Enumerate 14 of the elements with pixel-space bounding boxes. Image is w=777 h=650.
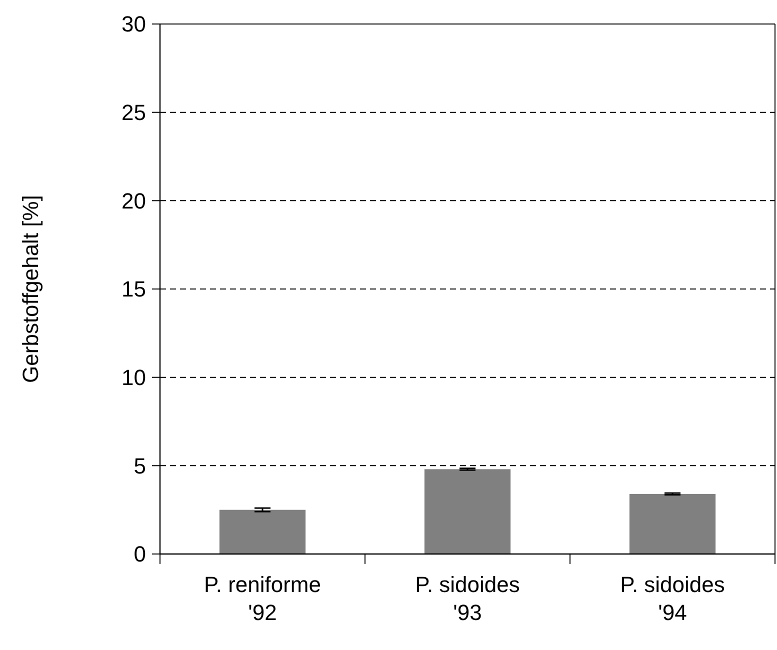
x-tick-label: P. sidoides '93 xyxy=(415,572,520,625)
y-tick-label: 20 xyxy=(122,188,146,214)
y-tick-label: 10 xyxy=(122,365,146,390)
bar xyxy=(629,494,716,554)
x-tick-label: P. reniforme '92 xyxy=(204,572,321,625)
y-tick-label: 0 xyxy=(134,542,146,567)
y-axis-title: Gerbstoffgehalt [%] xyxy=(18,195,43,383)
bar xyxy=(219,510,306,554)
y-tick-label: 5 xyxy=(134,453,146,478)
y-tick-label: 25 xyxy=(122,100,146,126)
x-tick-label: P. sidoides '94 xyxy=(620,572,725,625)
bar xyxy=(424,469,511,554)
y-tick-label: 30 xyxy=(122,12,146,37)
y-tick-label: 15 xyxy=(122,276,146,302)
